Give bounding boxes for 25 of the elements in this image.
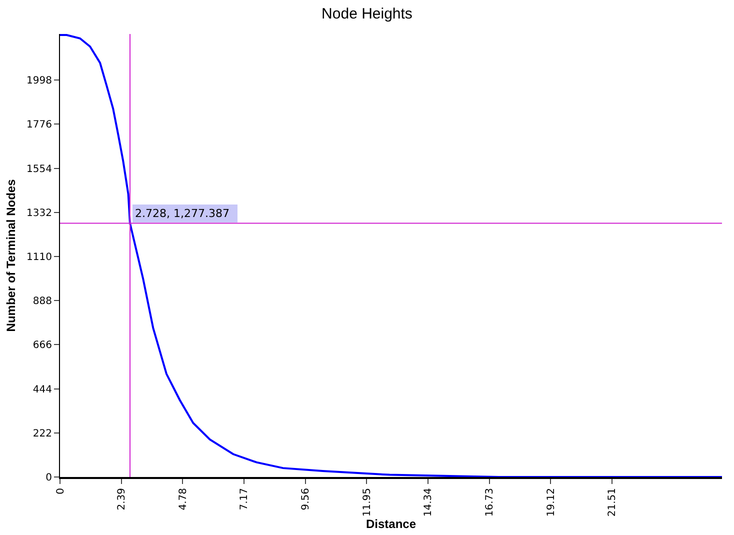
y-tick-label: 1998 (26, 76, 52, 87)
y-tick-label: 0 (46, 472, 52, 484)
line-series (60, 34, 722, 477)
annotation: 2.728, 1,277.387 (135, 207, 230, 220)
x-tick-label: 9.56 (300, 488, 312, 510)
y-axis-title: Number of Terminal Nodes (4, 178, 18, 332)
y-tick-label: 1332 (26, 208, 52, 219)
y-tick-label: 666 (32, 340, 52, 352)
x-axis-title: Distance (366, 517, 416, 532)
x-tick-label: 16.73 (484, 488, 496, 517)
y-tick-label: 222 (32, 428, 52, 440)
y-tick-label: 444 (32, 384, 52, 396)
chart-title: Node Heights (322, 6, 412, 23)
x-tick-label: 11.95 (362, 488, 373, 517)
y-tick-label: 1554 (26, 164, 52, 175)
x-tick-label: 7.17 (239, 488, 250, 510)
x-tick-label: 14.34 (423, 488, 434, 517)
x-tick-label: 21.51 (607, 488, 618, 517)
x-tick-label: 0 (55, 488, 66, 494)
y-tick-label: 1110 (26, 252, 52, 263)
x-tick-label: 4.78 (178, 488, 189, 510)
x-tick-label: 19.12 (546, 488, 557, 517)
x-tick-label: 2.39 (116, 488, 128, 510)
y-tick-label: 888 (32, 296, 52, 308)
y-tick-label: 1776 (26, 120, 52, 131)
